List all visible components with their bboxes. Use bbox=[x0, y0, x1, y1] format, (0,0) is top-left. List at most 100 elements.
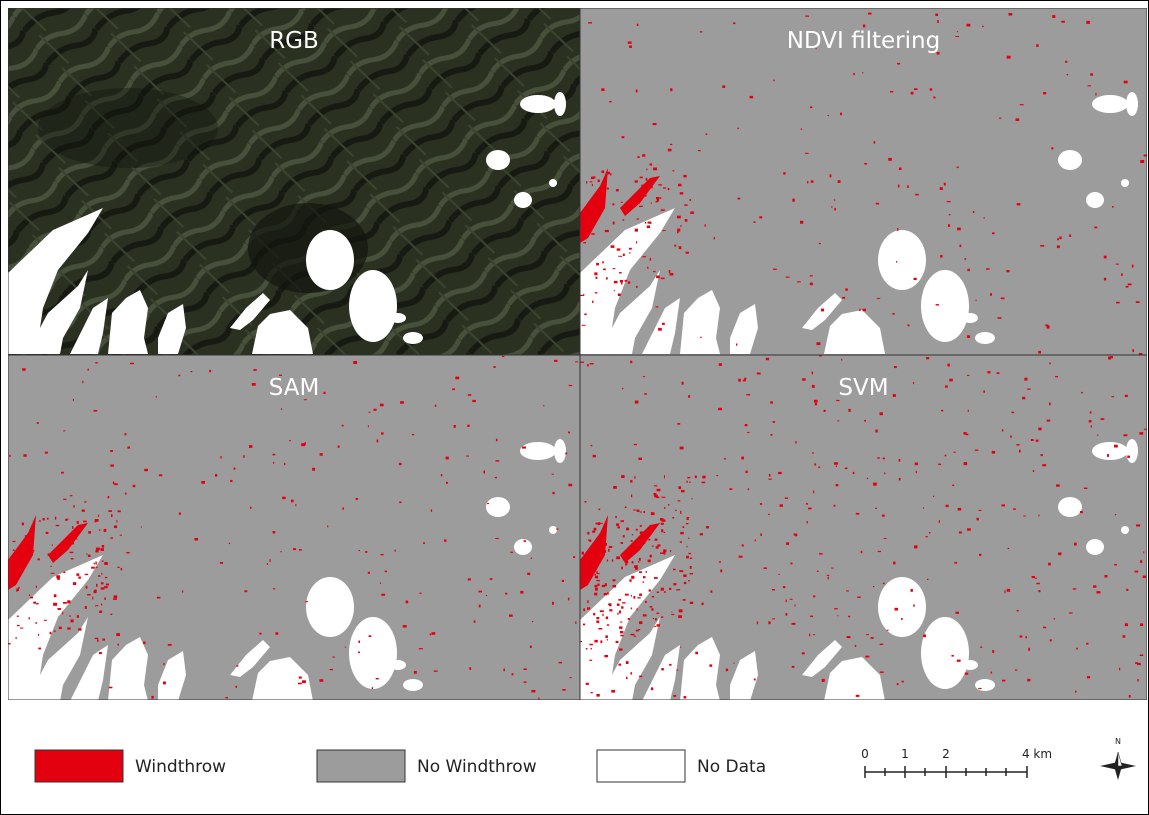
windthrow-speck bbox=[91, 567, 95, 569]
windthrow-speck bbox=[629, 248, 632, 250]
windthrow-speck bbox=[691, 498, 692, 499]
windthrow-speck bbox=[113, 482, 114, 485]
windthrow-speck bbox=[812, 452, 814, 453]
windthrow-speck bbox=[1001, 298, 1005, 300]
windthrow-speck bbox=[1101, 418, 1105, 420]
windthrow-speck bbox=[108, 496, 110, 498]
windthrow-speck bbox=[773, 80, 774, 82]
windthrow-speck bbox=[986, 268, 990, 269]
windthrow-speck bbox=[841, 359, 842, 361]
windthrow-speck bbox=[1086, 21, 1090, 24]
windthrow-speck bbox=[637, 510, 639, 512]
windthrow-speck bbox=[373, 409, 376, 411]
windthrow-speck bbox=[650, 606, 653, 608]
windthrow-speck bbox=[672, 517, 674, 519]
windthrow-speck bbox=[1112, 206, 1114, 208]
windthrow-speck bbox=[1011, 412, 1014, 413]
windthrow-speck bbox=[902, 681, 904, 683]
windthrow-speck bbox=[629, 46, 632, 48]
windthrow-speck bbox=[663, 187, 666, 188]
windthrow-speck bbox=[608, 604, 609, 606]
windthrow-speck bbox=[486, 595, 487, 596]
windthrow-speck bbox=[1143, 576, 1146, 579]
windthrow-speck bbox=[117, 567, 119, 568]
windthrow-speck bbox=[786, 277, 790, 278]
windthrow-speck bbox=[121, 568, 123, 571]
windthrow-speck bbox=[403, 625, 407, 627]
windthrow-speck bbox=[59, 627, 62, 630]
windthrow-speck bbox=[739, 556, 743, 558]
windthrow-speck bbox=[647, 267, 648, 269]
windthrow-speck bbox=[1033, 470, 1034, 472]
windthrow-speck bbox=[702, 482, 706, 484]
windthrow-speck bbox=[867, 478, 868, 479]
windthrow-speck bbox=[38, 648, 41, 650]
windthrow-speck bbox=[466, 456, 469, 457]
windthrow-speck bbox=[594, 528, 597, 531]
windthrow-speck bbox=[1051, 147, 1053, 149]
windthrow-speck bbox=[478, 591, 482, 593]
windthrow-speck bbox=[494, 366, 496, 368]
windthrow-speck bbox=[813, 634, 815, 635]
windthrow-speck bbox=[1017, 610, 1019, 611]
windthrow-speck bbox=[631, 608, 632, 610]
windthrow-speck bbox=[848, 616, 850, 617]
windthrow-speck bbox=[929, 532, 931, 533]
windthrow-speck bbox=[819, 553, 823, 555]
windthrow-speck bbox=[1069, 612, 1073, 613]
windthrow-speck bbox=[689, 482, 690, 484]
windthrow-speck bbox=[621, 283, 622, 285]
windthrow-speck bbox=[474, 621, 476, 623]
windthrow-speck bbox=[220, 456, 221, 459]
windthrow-speck bbox=[652, 596, 654, 598]
windthrow-speck bbox=[642, 582, 644, 583]
windthrow-speck bbox=[664, 475, 665, 478]
windthrow-speck bbox=[581, 641, 583, 642]
windthrow-speck bbox=[600, 610, 604, 612]
windthrow-speck bbox=[672, 612, 673, 613]
windthrow-speck bbox=[596, 580, 600, 581]
windthrow-speck bbox=[8, 643, 10, 644]
windthrow-speck bbox=[957, 31, 958, 32]
windthrow-speck bbox=[369, 412, 371, 413]
windthrow-speck bbox=[1007, 589, 1010, 592]
scale-label: 0 bbox=[861, 747, 869, 761]
windthrow-speck bbox=[106, 584, 109, 586]
windthrow-speck bbox=[621, 520, 624, 522]
windthrow-speck bbox=[9, 455, 10, 457]
windthrow-speck bbox=[1084, 488, 1088, 489]
windthrow-speck bbox=[267, 563, 268, 565]
windthrow-speck bbox=[609, 546, 612, 548]
windthrow-speck bbox=[43, 518, 45, 520]
windthrow-speck bbox=[96, 567, 98, 568]
windthrow-speck bbox=[874, 141, 876, 143]
windthrow-speck bbox=[856, 513, 860, 515]
windthrow-speck bbox=[842, 297, 845, 299]
windthrow-speck bbox=[412, 434, 414, 435]
windthrow-speck bbox=[423, 542, 425, 544]
shadow bbox=[38, 88, 218, 168]
windthrow-speck bbox=[1137, 679, 1138, 682]
windthrow-speck bbox=[1094, 227, 1097, 229]
windthrow-speck bbox=[613, 486, 617, 489]
windthrow-speck bbox=[101, 582, 104, 584]
windthrow-speck bbox=[992, 451, 995, 454]
windthrow-speck bbox=[638, 629, 640, 630]
windthrow-speck bbox=[654, 495, 658, 498]
windthrow-speck bbox=[661, 209, 665, 211]
windthrow-speck bbox=[631, 595, 632, 597]
windthrow-speck bbox=[625, 507, 627, 509]
windthrow-speck bbox=[110, 537, 113, 538]
windthrow-speck bbox=[1057, 245, 1060, 248]
windthrow-speck bbox=[639, 571, 642, 573]
windthrow-speck bbox=[179, 513, 181, 515]
windthrow-speck bbox=[631, 634, 635, 636]
windthrow-speck bbox=[600, 523, 603, 524]
windthrow-speck bbox=[1144, 155, 1147, 157]
windthrow-speck bbox=[736, 344, 737, 346]
windthrow-speck bbox=[955, 36, 959, 37]
windthrow-speck bbox=[604, 593, 607, 595]
windthrow-speck bbox=[234, 468, 236, 470]
windthrow-speck bbox=[639, 676, 642, 678]
windthrow-speck bbox=[1097, 435, 1099, 436]
